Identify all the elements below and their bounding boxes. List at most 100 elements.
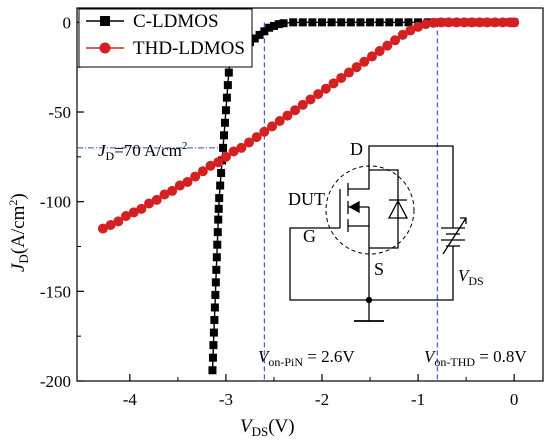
variable-arrow-head — [460, 217, 467, 224]
junction-dot — [365, 296, 373, 304]
inset-label-vds-main: V — [458, 266, 471, 285]
legend: C-LDMOS THD-LDMOS — [78, 8, 253, 68]
x-axis-title-main: V — [240, 416, 254, 437]
thd-ldmos-point — [328, 78, 339, 89]
drain-branch — [348, 158, 370, 190]
annotation-von-thd: Von-THD = 0.8V — [424, 347, 527, 369]
c-ldmos-point — [298, 18, 307, 27]
thd-ldmos-point — [97, 223, 108, 234]
c-ldmos-point — [209, 341, 218, 350]
thd-ldmos-point — [251, 132, 262, 143]
y-tick-label: -100 — [40, 193, 71, 212]
thd-ldmos-point — [359, 56, 370, 67]
c-ldmos-point — [250, 34, 259, 43]
thd-ldmos-point — [121, 211, 132, 222]
x-axis-title-unit: (V) — [268, 416, 294, 437]
diode-wire — [369, 169, 399, 249]
c-ldmos-point — [265, 23, 274, 32]
return-wire — [289, 227, 454, 301]
c-ldmos-point — [212, 265, 221, 274]
thd-ldmos-point — [443, 17, 454, 28]
x-tick-label: -4 — [123, 390, 138, 409]
thd-ldmos-point — [290, 105, 301, 116]
c-ldmos-point — [219, 143, 228, 152]
thd-ldmos-point — [190, 171, 201, 182]
c-ldmos-point — [255, 30, 264, 39]
circuit-schematic — [289, 145, 467, 322]
c-ldmos-point — [210, 303, 219, 312]
legend-marker-thd-ldmos — [99, 42, 111, 54]
drain-wire — [368, 145, 454, 228]
c-ldmos-point — [211, 290, 220, 299]
x-axis-title: VDS(V) — [240, 416, 295, 439]
inset-label-vds: VDS — [458, 266, 484, 288]
legend-marker-c-ldmos — [100, 16, 110, 26]
thd-ldmos-point — [474, 17, 485, 28]
thd-ldmos-point — [482, 17, 493, 28]
annotation-von-thd-main: V — [424, 347, 437, 366]
legend-label-thd-ldmos: THD-LDMOS — [133, 38, 245, 59]
c-ldmos-point — [269, 21, 278, 30]
thd-ldmos-point — [151, 194, 162, 205]
x-axis-title-sub: DS — [252, 424, 269, 439]
thd-ldmos-point — [228, 146, 239, 157]
annotation-von-thd-text: = 0.8V — [475, 347, 527, 366]
c-ldmos-point — [260, 27, 269, 36]
c-ldmos-point — [208, 353, 217, 362]
c-ldmos-point — [308, 18, 317, 27]
x-tick-label: -3 — [219, 390, 233, 409]
c-ldmos-point — [375, 18, 384, 27]
annotation-von-pin: Von-PiN = 2.6V — [258, 347, 355, 369]
thd-ldmos-point — [397, 29, 408, 40]
thd-ldmos-point — [405, 25, 416, 36]
thd-ldmos-point — [282, 110, 293, 121]
thd-ldmos-point — [382, 40, 393, 51]
c-ldmos-point — [214, 215, 223, 224]
c-ldmos-point — [394, 18, 403, 27]
c-ldmos-point — [220, 118, 229, 127]
inset-label-g: G — [303, 226, 316, 246]
c-ldmos-point — [211, 278, 220, 287]
x-tick-label: -2 — [315, 390, 329, 409]
thd-ldmos-point — [497, 17, 508, 28]
c-ldmos-point — [279, 19, 288, 28]
annotation-von-pin-text: = 2.6V — [303, 347, 355, 366]
source-branch — [348, 225, 370, 250]
thd-ldmos-point — [174, 180, 185, 191]
annotation-jd: JD=70 A/cm2 — [98, 140, 187, 163]
thd-ldmos-point — [366, 51, 377, 62]
thd-ldmos-point — [320, 83, 331, 94]
thd-ldmos-point — [213, 157, 224, 168]
c-ldmos-point — [404, 18, 413, 27]
y-axis-title-unit: (A/cm — [8, 205, 29, 254]
c-ldmos-point — [215, 194, 224, 203]
c-ldmos-point — [224, 68, 233, 77]
thd-ldmos-point — [413, 21, 424, 32]
reference-lines — [77, 22, 438, 381]
thd-ldmos-point — [144, 198, 155, 209]
c-ldmos-point — [212, 253, 221, 262]
y-tick-label: -150 — [40, 282, 71, 301]
annotation-jd-sub: D — [106, 149, 115, 163]
thd-ldmos-point — [159, 189, 170, 200]
thd-ldmos-point — [336, 72, 347, 83]
c-ldmos-point — [337, 18, 346, 27]
x-tick-label: 0 — [510, 390, 519, 409]
y-axis-title-sup: 2 — [6, 200, 20, 206]
c-ldmos-point — [214, 204, 223, 213]
c-ldmos-point — [213, 228, 222, 237]
annotation-von-pin-sub: on-PiN — [268, 355, 303, 369]
c-ldmos-point — [221, 106, 230, 115]
body-arrow — [348, 200, 360, 214]
annotation-jd-text: =70 A/cm — [114, 141, 182, 160]
c-ldmos-point — [327, 18, 336, 27]
device-circle — [325, 165, 415, 255]
c-ldmos-point — [356, 18, 365, 27]
thd-ldmos-point — [374, 46, 385, 57]
c-ldmos-point — [213, 240, 222, 249]
thd-ldmos-point — [128, 207, 139, 218]
series-thd-ldmos — [97, 17, 520, 234]
c-ldmos-point — [208, 366, 217, 375]
c-ldmos-point — [346, 18, 355, 27]
thd-ldmos-point — [236, 142, 247, 153]
